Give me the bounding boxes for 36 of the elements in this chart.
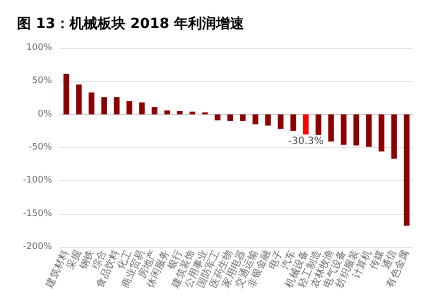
bar bbox=[252, 114, 258, 124]
y-tick-label: 100% bbox=[26, 43, 52, 53]
bar bbox=[240, 114, 246, 121]
bar bbox=[227, 114, 234, 121]
y-tick-label: 0% bbox=[38, 109, 52, 120]
data-label: -30.3% bbox=[288, 136, 324, 147]
bar bbox=[126, 101, 132, 114]
bar bbox=[378, 114, 384, 152]
bar bbox=[139, 102, 145, 114]
bar bbox=[164, 110, 170, 114]
bar bbox=[76, 84, 82, 114]
bar bbox=[152, 107, 158, 114]
y-tick-label: -50% bbox=[28, 142, 52, 152]
bar bbox=[328, 114, 334, 142]
bar bbox=[88, 92, 94, 114]
y-tick-label: -150% bbox=[23, 208, 52, 219]
bar bbox=[278, 114, 284, 129]
bar bbox=[290, 114, 296, 131]
bar bbox=[176, 111, 183, 114]
bar bbox=[214, 114, 220, 120]
bar bbox=[190, 112, 196, 114]
bar bbox=[391, 114, 397, 159]
bar bbox=[404, 114, 410, 226]
bar bbox=[353, 114, 360, 146]
y-tick-label: 50% bbox=[32, 76, 52, 86]
y-tick-label: -200% bbox=[23, 242, 52, 252]
y-tick-label: -100% bbox=[23, 176, 52, 186]
bar bbox=[114, 97, 120, 114]
bar bbox=[316, 114, 322, 135]
bar bbox=[101, 97, 107, 114]
bar bbox=[63, 74, 70, 114]
bar bbox=[366, 114, 372, 147]
chart-title: 图 13：机械板块 2018 年利润增速 bbox=[17, 15, 246, 32]
bar bbox=[265, 114, 271, 126]
bar bbox=[303, 114, 309, 134]
bar bbox=[340, 114, 346, 145]
